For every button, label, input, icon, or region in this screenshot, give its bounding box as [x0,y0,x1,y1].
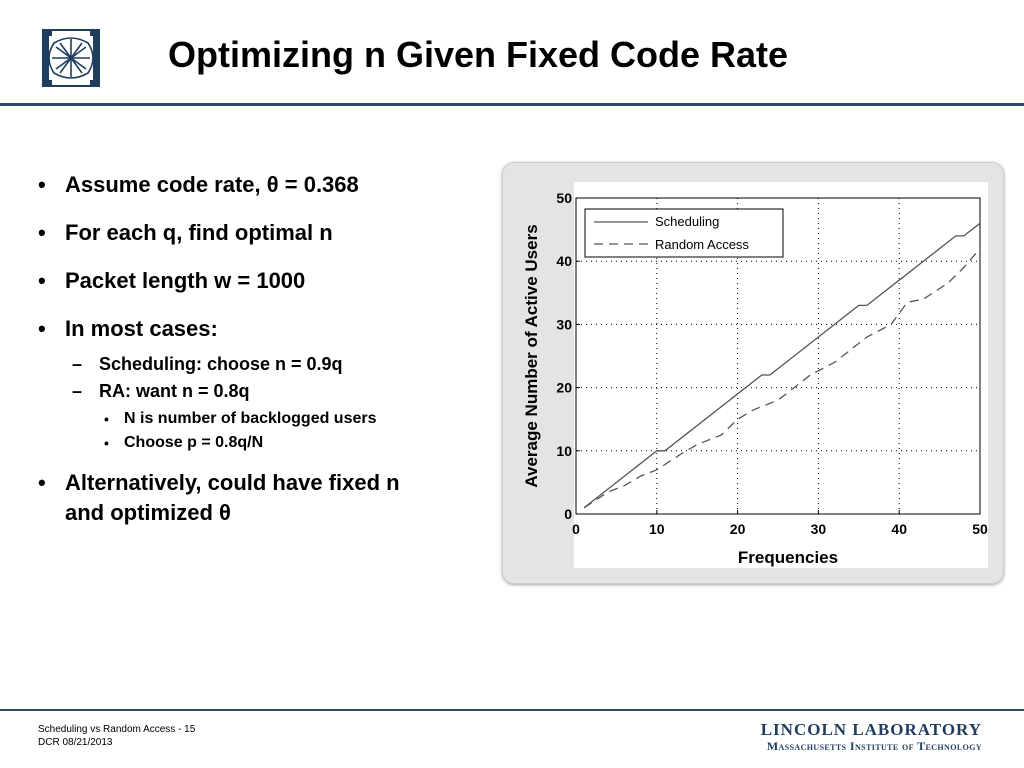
bullet-item: • Packet length w = 1000 [38,266,478,296]
subsub-bullet-dot: • [104,411,109,427]
y-tick-label: 20 [556,380,572,396]
subsub-bullet-text: N is number of backlogged users [124,410,377,427]
x-tick-label: 0 [572,521,580,537]
bullet-item: • Assume code rate, θ = 0.368 [38,170,478,200]
sub-bullet-item: – Scheduling: choose n = 0.9q [38,352,478,376]
x-axis-label: Frequencies [738,548,838,567]
y-tick-label: 40 [556,253,572,269]
bullet-text: Assume code rate, θ = 0.368 [65,172,359,197]
x-tick-label: 40 [891,521,907,537]
bullet-dot: • [38,220,46,245]
footer-author-date: DCR 08/21/2013 [38,737,113,748]
subsub-bullet-item: • Choose p = 0.8q/N [38,432,478,454]
x-tick-label: 50 [972,521,988,537]
legend-label-scheduling: Scheduling [655,214,719,229]
legend-box [584,208,784,258]
line-chart: 0 10 20 30 40 50 0 10 20 30 40 50 Scheduling Random… [522,182,988,568]
bullet-item: • Alternatively, could have fixed n and … [38,468,478,528]
y-tick-label: 10 [556,443,572,459]
y-tick-label: 0 [564,506,572,522]
footer-slide-label: Scheduling vs Random Access - 15 [38,724,196,735]
footer-info: Scheduling vs Random Access - 15 DCR 08/… [38,723,195,749]
x-tick-label: 20 [730,521,746,537]
x-tick-label: 30 [811,521,827,537]
lab-name-line2: Massachusetts Institute of Technology [766,739,982,753]
series-group [583,222,981,509]
bullet-text-continued: and optimized θ [65,500,231,525]
sub-bullet-text: Scheduling: choose n = 0.9q [99,354,343,374]
bullet-text: Packet length w = 1000 [65,268,306,293]
series-line-random-access [583,248,981,509]
subsub-bullet-text: Choose p = 0.8q/N [124,434,264,451]
bullet-dot: • [38,172,46,197]
axis-ticks: 0 10 20 30 40 50 0 10 20 30 40 50 [556,190,988,537]
lab-wordmark: LINCOLN LABORATORY Massachusetts Institu… [761,720,982,754]
slide-title: Optimizing n Given Fixed Code Rate [168,34,789,75]
lincoln-lab-logo [42,29,100,87]
sub-bullet-item: – RA: want n = 0.8q [38,379,478,403]
legend-label-random-access: Random Access [655,237,749,252]
bullet-item: • In most cases: [38,314,478,344]
lab-name-line1: LINCOLN LABORATORY [760,720,982,739]
bullet-dot: • [38,470,46,495]
plot-frame [575,197,981,515]
sub-bullet-dash: – [72,354,83,374]
legend: Scheduling Random Access [584,208,784,258]
bullet-text: For each q, find optimal n [65,220,333,245]
footer-divider [0,709,1024,711]
bullet-text: In most cases: [65,316,218,341]
title-divider [0,103,1024,106]
y-tick-label: 50 [556,190,572,206]
y-axis-label: Average Number of Active Users [522,224,541,487]
bullet-dot: • [38,316,46,341]
bullet-item: • For each q, find optimal n [38,218,478,248]
series-line-scheduling [583,222,981,509]
bullet-list: • Assume code rate, θ = 0.368 • For each… [38,170,478,546]
subsub-bullet-dot: • [104,435,109,451]
y-tick-label: 30 [556,316,572,332]
sub-bullet-dash: – [72,381,83,401]
bullet-dot: • [38,268,46,293]
subsub-bullet-item: • N is number of backlogged users [38,408,478,430]
sub-bullet-text: RA: want n = 0.8q [99,381,250,401]
x-tick-label: 10 [649,521,665,537]
bullet-text: Alternatively, could have fixed n [65,470,400,495]
